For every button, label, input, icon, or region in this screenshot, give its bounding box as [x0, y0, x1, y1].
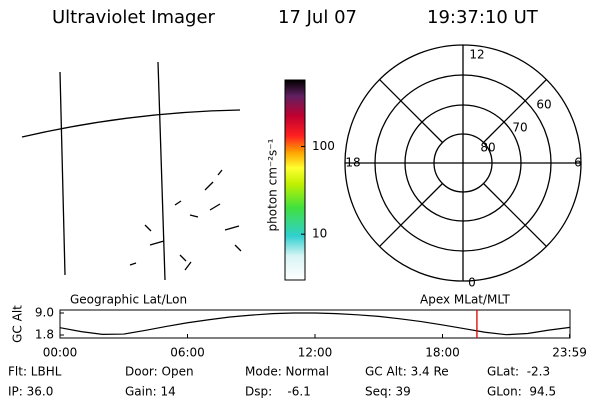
clock-label: 12: [469, 48, 484, 62]
clock-label: 0: [468, 276, 476, 290]
panel-label: Geographic Lat/Lon: [70, 293, 187, 307]
map-panel: [21, 61, 242, 281]
colorbar-tick-label: 10: [312, 227, 327, 241]
info-field: GLon: 94.5: [487, 385, 556, 399]
lat-label: 70: [512, 121, 527, 135]
info-field: IP: 36.0: [8, 385, 53, 399]
lat-label: 80: [480, 141, 495, 155]
y-tick-label: 9.0: [35, 306, 54, 320]
altitude-line: [59, 312, 571, 336]
colorbar: [284, 79, 306, 281]
x-tick-label: 06:00: [170, 346, 205, 360]
colorbar-label: photon cm⁻²s⁻¹: [266, 138, 280, 231]
x-tick-label: 00:00: [43, 346, 78, 360]
x-tick-label: 12:00: [298, 346, 333, 360]
info-field: Seq: 39: [365, 385, 411, 399]
date: 17 Jul 07: [278, 7, 357, 28]
panel-label: Apex MLat/MLT: [420, 293, 510, 307]
info-field: Gain: 14: [125, 385, 176, 399]
time: 19:37:10 UT: [427, 7, 539, 28]
clock-label: 6: [574, 156, 582, 170]
colorbar-tick-label: 100: [312, 139, 335, 153]
info-field: GLat: -2.3: [487, 365, 550, 379]
x-tick-label: 18:00: [425, 346, 460, 360]
info-field: GC Alt: 3.4 Re: [365, 365, 449, 379]
info-field: Door: Open: [125, 365, 194, 379]
y-tick-label: 1.8: [35, 328, 54, 342]
x-tick-label: 23:59: [552, 346, 587, 360]
info-field: Mode: Normal: [245, 365, 329, 379]
info-field: Flt: LBHL: [8, 365, 62, 379]
info-field: Dsp: -6.1: [245, 385, 311, 399]
lat-label: 60: [536, 98, 551, 112]
clock-label: 18: [345, 156, 360, 170]
polar-plot: 12 18 6 0 60 70 80: [344, 44, 582, 290]
instrument: Ultraviolet Imager: [52, 7, 216, 28]
y-axis-label: GC Alt: [11, 305, 25, 343]
